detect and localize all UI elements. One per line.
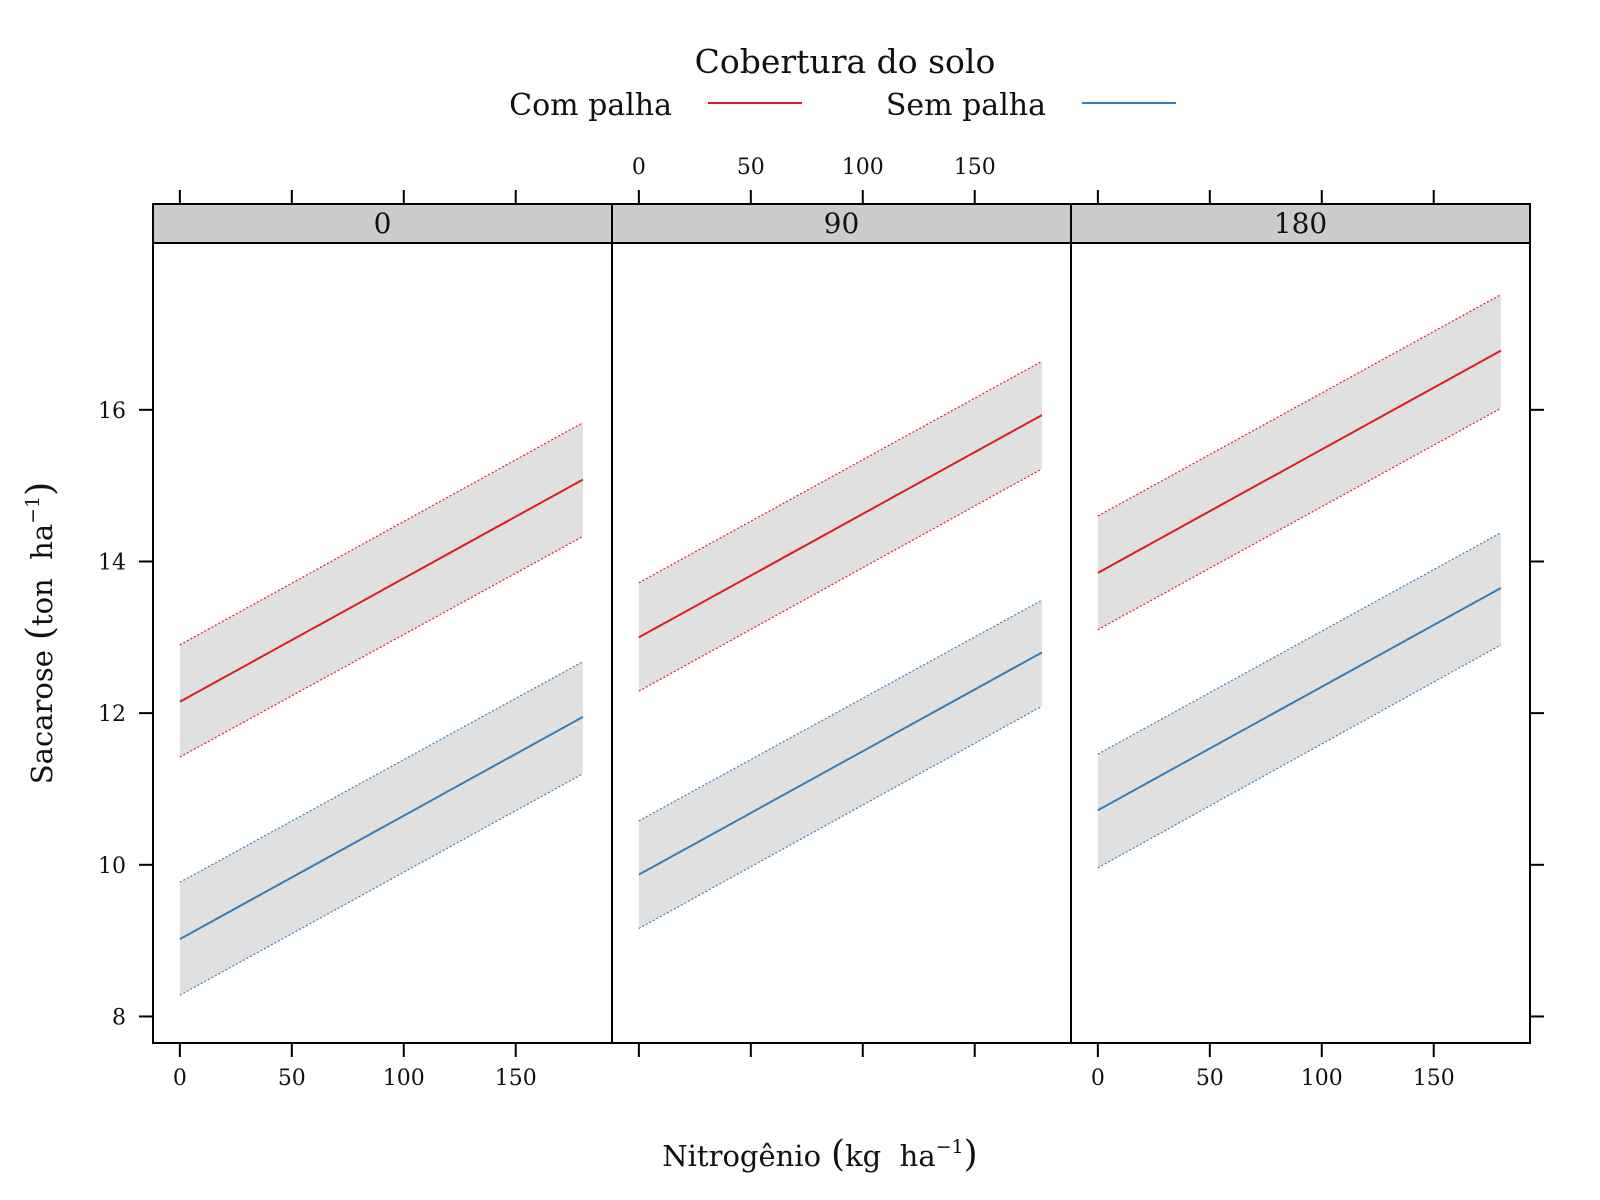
panel-90: 90 0 50 100 150	[611, 155, 1072, 1057]
lower-bound-sem-palha	[638, 705, 1043, 930]
upper-bound-sem-palha	[638, 599, 1043, 822]
upper-bound-sem-palha	[179, 661, 584, 883]
fit-line-com-palha	[179, 478, 584, 703]
legend: Cobertura do solo Com palha Sem palha	[509, 42, 1176, 123]
legend-label-sem-palha: Sem palha	[886, 88, 1046, 123]
fit-line-com-palha	[1097, 349, 1502, 574]
strip-180	[1070, 203, 1531, 244]
panel-0: 0 0 50 100 150	[152, 190, 613, 1091]
lower-bound-com-palha	[179, 535, 584, 758]
lower-bound-sem-palha	[179, 773, 584, 996]
x-tick-label: 50	[278, 1066, 306, 1091]
lower-bound-sem-palha	[1097, 644, 1502, 869]
x-tick-label: 100	[842, 155, 884, 180]
fit-line-sem-palha	[179, 716, 584, 940]
panels: 0 0 50 100 150 90 0 50 100 150 180 0 50 100 150 8 10 12 14…	[98, 155, 1544, 1091]
lower-bound-com-palha	[638, 468, 1043, 692]
y-tick-label: 10	[98, 854, 126, 879]
x-tick-label: 50	[737, 155, 765, 180]
y-tick-label: 14	[98, 550, 126, 575]
legend-title: Cobertura do solo	[695, 42, 996, 81]
strip-label-180: 180	[1274, 207, 1327, 240]
x-axis-title: Nitrogênio (kg ha−1)	[662, 1134, 977, 1175]
upper-bound-com-palha	[638, 360, 1043, 584]
x-tick-label: 150	[495, 1066, 537, 1091]
x-tick-label: 0	[173, 1066, 187, 1091]
y-tick-label: 16	[98, 399, 126, 424]
x-tick-label: 0	[632, 155, 646, 180]
y-axis: 8 10 12 14 16	[98, 399, 1544, 1030]
fit-line-sem-palha	[1097, 587, 1502, 812]
x-tick-label: 50	[1196, 1066, 1224, 1091]
panel-180: 180 0 50 100 150	[1070, 190, 1531, 1091]
strip-label-0: 0	[374, 207, 392, 240]
upper-bound-sem-palha	[1097, 532, 1502, 755]
panel-border-180	[1070, 242, 1531, 1044]
x-tick-label: 150	[954, 155, 996, 180]
y-tick-label: 8	[112, 1005, 126, 1030]
y-axis-title: Sacarose(ton ha−1)	[20, 482, 61, 784]
legend-label-com-palha: Com palha	[509, 88, 672, 123]
fit-line-sem-palha	[638, 651, 1043, 876]
upper-bound-com-palha	[179, 422, 584, 646]
x-tick-label: 100	[383, 1066, 425, 1091]
lower-bound-com-palha	[1097, 407, 1502, 631]
strip-label-90: 90	[824, 207, 860, 240]
y-tick-label: 12	[98, 702, 126, 727]
x-tick-label: 0	[1091, 1066, 1105, 1091]
upper-bound-com-palha	[1097, 294, 1502, 517]
x-tick-label: 100	[1301, 1066, 1343, 1091]
x-tick-label: 150	[1413, 1066, 1455, 1091]
fit-line-com-palha	[638, 414, 1043, 639]
